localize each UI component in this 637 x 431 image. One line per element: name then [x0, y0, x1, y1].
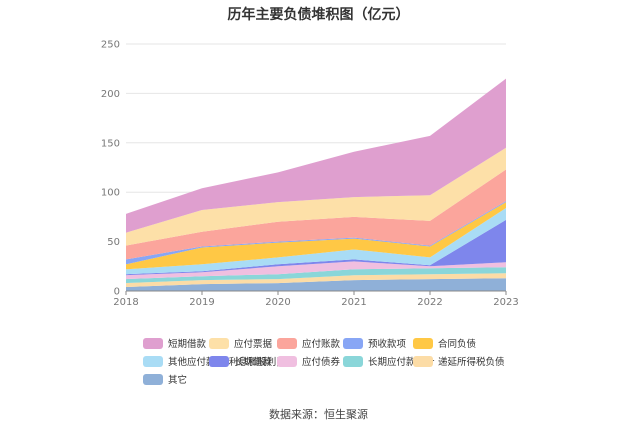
- legend-label: 其它: [168, 375, 188, 386]
- x-tick-label: 2022: [417, 297, 442, 308]
- legend-item[interactable]: 长期应付款合计: [343, 354, 435, 368]
- axis-layer: 0 50 100 150 200 250 2018 2019 2020 2021 2022 2023: [101, 40, 519, 309]
- legend-swatch: [343, 355, 363, 367]
- legend-swatch: [209, 355, 229, 367]
- legend-label: 预收款项: [368, 339, 407, 350]
- legend-swatch: [413, 337, 433, 349]
- data-source-note: 数据来源：恒生聚源: [269, 408, 368, 421]
- legend-item[interactable]: 递延所得税负债: [413, 354, 505, 368]
- legend-swatch: [413, 355, 433, 367]
- legend-swatch: [209, 337, 229, 349]
- x-tick-label: 2021: [341, 297, 366, 308]
- legend-label: 短期借款: [168, 339, 207, 350]
- legend-swatch: [143, 355, 163, 367]
- legend-item[interactable]: 长期借款: [209, 354, 272, 368]
- y-tick-label: 0: [114, 287, 120, 298]
- y-tick-label: 150: [101, 138, 120, 149]
- area-series-3: [126, 261, 506, 280]
- x-tick-label: 2019: [189, 297, 214, 308]
- legend-label: 应付账款: [302, 339, 341, 350]
- legend-swatch: [143, 373, 163, 385]
- legend-label: 应付票据: [234, 339, 273, 350]
- area-series-0: [126, 278, 506, 291]
- area-series-10: [126, 78, 506, 233]
- legend-label: 递延所得税负债: [438, 357, 505, 368]
- legend-item[interactable]: 短期借款: [143, 336, 206, 350]
- chart-title: 历年主要负债堆积图（亿元）: [227, 7, 410, 23]
- y-tick-label: 200: [101, 89, 120, 100]
- area-series-8: [126, 169, 506, 260]
- area-series-5: [126, 208, 506, 275]
- legend-label: 应付债券: [302, 357, 341, 368]
- legend-item[interactable]: 预收款项: [343, 336, 406, 350]
- x-tick-label: 2023: [493, 297, 518, 308]
- legend-item[interactable]: 应付债券: [277, 354, 340, 368]
- y-tick-label: 100: [101, 188, 120, 199]
- legend-label: 长期应付款合计: [368, 357, 435, 368]
- legend-label: 长期借款: [234, 357, 273, 368]
- legend-swatch: [277, 355, 297, 367]
- legend-swatch: [277, 337, 297, 349]
- y-tick-label: 250: [101, 40, 120, 51]
- legend-label: 合同负债: [438, 339, 477, 350]
- area-series-6: [126, 202, 506, 270]
- legend-swatch: [343, 337, 363, 349]
- legend-item[interactable]: 应付票据: [209, 336, 272, 350]
- area-layer: [126, 78, 506, 291]
- y-tick-label: 50: [107, 237, 120, 248]
- legend-swatch: [143, 337, 163, 349]
- x-tick-label: 2020: [265, 297, 290, 308]
- area-series-2: [126, 267, 506, 284]
- x-tick-label: 2018: [113, 297, 138, 308]
- legend-item[interactable]: 合同负债: [413, 336, 476, 350]
- legend-item[interactable]: 应付账款: [277, 336, 340, 350]
- legend-item[interactable]: 其它: [143, 372, 187, 386]
- area-series-9: [126, 147, 506, 246]
- area-series-1: [126, 273, 506, 287]
